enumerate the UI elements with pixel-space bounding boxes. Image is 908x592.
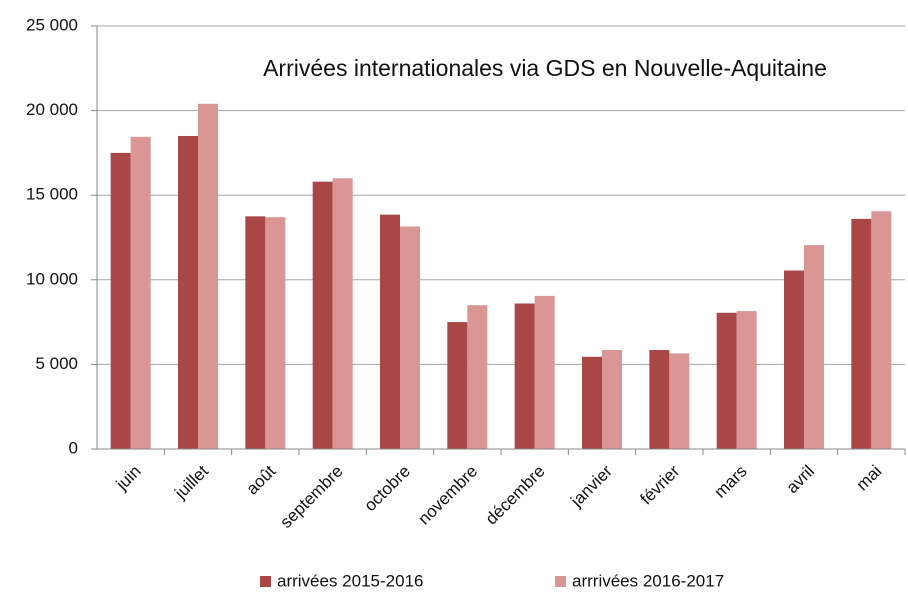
y-tick-label: 0 <box>69 438 78 457</box>
x-tick-label: juillet <box>170 461 212 503</box>
bar <box>602 350 622 449</box>
x-tick-label: novembre <box>414 462 481 529</box>
bar <box>130 136 151 450</box>
x-tick-label: avril <box>783 462 818 497</box>
legend-swatch <box>260 576 271 587</box>
x-tick-label: mai <box>853 462 886 495</box>
bar <box>178 135 198 450</box>
bar <box>265 217 286 449</box>
y-tick-label: 20 000 <box>26 100 78 119</box>
bar <box>400 226 420 449</box>
bar <box>380 214 400 449</box>
bar <box>467 305 488 449</box>
bar <box>669 353 690 449</box>
y-tick-label: 15 000 <box>26 185 78 204</box>
bar <box>582 356 602 449</box>
bar <box>736 311 757 449</box>
bar <box>649 350 670 449</box>
bar <box>716 312 737 449</box>
bar <box>784 270 804 449</box>
chart-title: Arrivées internationales via GDS en Nouv… <box>263 55 827 81</box>
bar <box>804 245 824 449</box>
bar <box>332 178 353 449</box>
bar <box>851 218 872 449</box>
bar <box>447 322 468 449</box>
bar <box>198 103 218 449</box>
bar <box>110 152 131 449</box>
legend-label: arrivées 2015-2016 <box>277 571 423 590</box>
bar <box>245 216 266 449</box>
y-tick-label: 25 000 <box>26 15 78 34</box>
x-tick-label: juin <box>112 462 145 495</box>
x-tick-label: septembre <box>276 462 346 532</box>
x-tick-label: décembre <box>482 462 549 529</box>
x-tick-label: mars <box>711 462 751 502</box>
y-tick-label: 10 000 <box>26 269 78 288</box>
legend-swatch <box>555 576 566 587</box>
x-tick-label: février <box>636 461 683 508</box>
bar <box>312 181 333 449</box>
bar <box>871 211 892 449</box>
x-tick-label: janvier <box>566 461 616 511</box>
x-tick-label: octobre <box>360 462 414 516</box>
y-tick-label: 5 000 <box>35 354 78 373</box>
x-tick-label: août <box>242 461 279 498</box>
bar <box>514 303 535 449</box>
legend-label: arrrivées 2016-2017 <box>572 571 724 590</box>
bar <box>534 295 555 449</box>
